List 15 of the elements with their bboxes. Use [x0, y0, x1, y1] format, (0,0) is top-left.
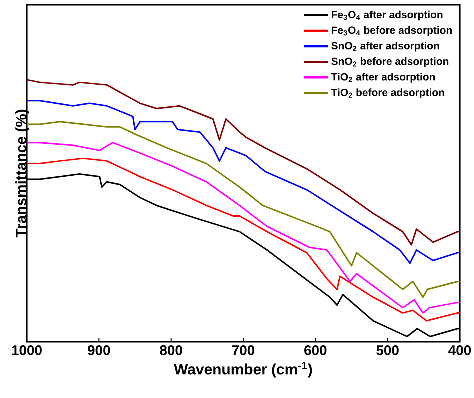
y-axis-title: Transmittance (%) [16, 110, 30, 238]
x-tick-label: 1000 [12, 346, 42, 356]
x-tick-label: 400 [448, 346, 472, 356]
x-tick-label: 500 [376, 346, 399, 356]
x-axis-title: Wavenumber (cm$^{-1}$) [174, 362, 312, 378]
legend-label: Fe$_{3}$O$_{4}$ before adsorption [332, 26, 452, 36]
legend-label: TiO$_{2}$ after adsorption [331, 73, 436, 83]
legend-label: SnO$_{2}$ after adsorption [332, 42, 440, 52]
x-tick-label: 800 [160, 346, 182, 356]
x-tick-label: 700 [232, 346, 255, 356]
legend-label: SnO$_{2}$ before adsorption [332, 58, 449, 68]
x-tick-label: 600 [304, 346, 327, 356]
legend-label: Fe$_{3}$O$_{4}$ after adsorption [332, 10, 443, 21]
x-tick-label: 900 [88, 346, 110, 356]
legend-label: TiO$_{2}$ before adsorption [331, 88, 444, 98]
